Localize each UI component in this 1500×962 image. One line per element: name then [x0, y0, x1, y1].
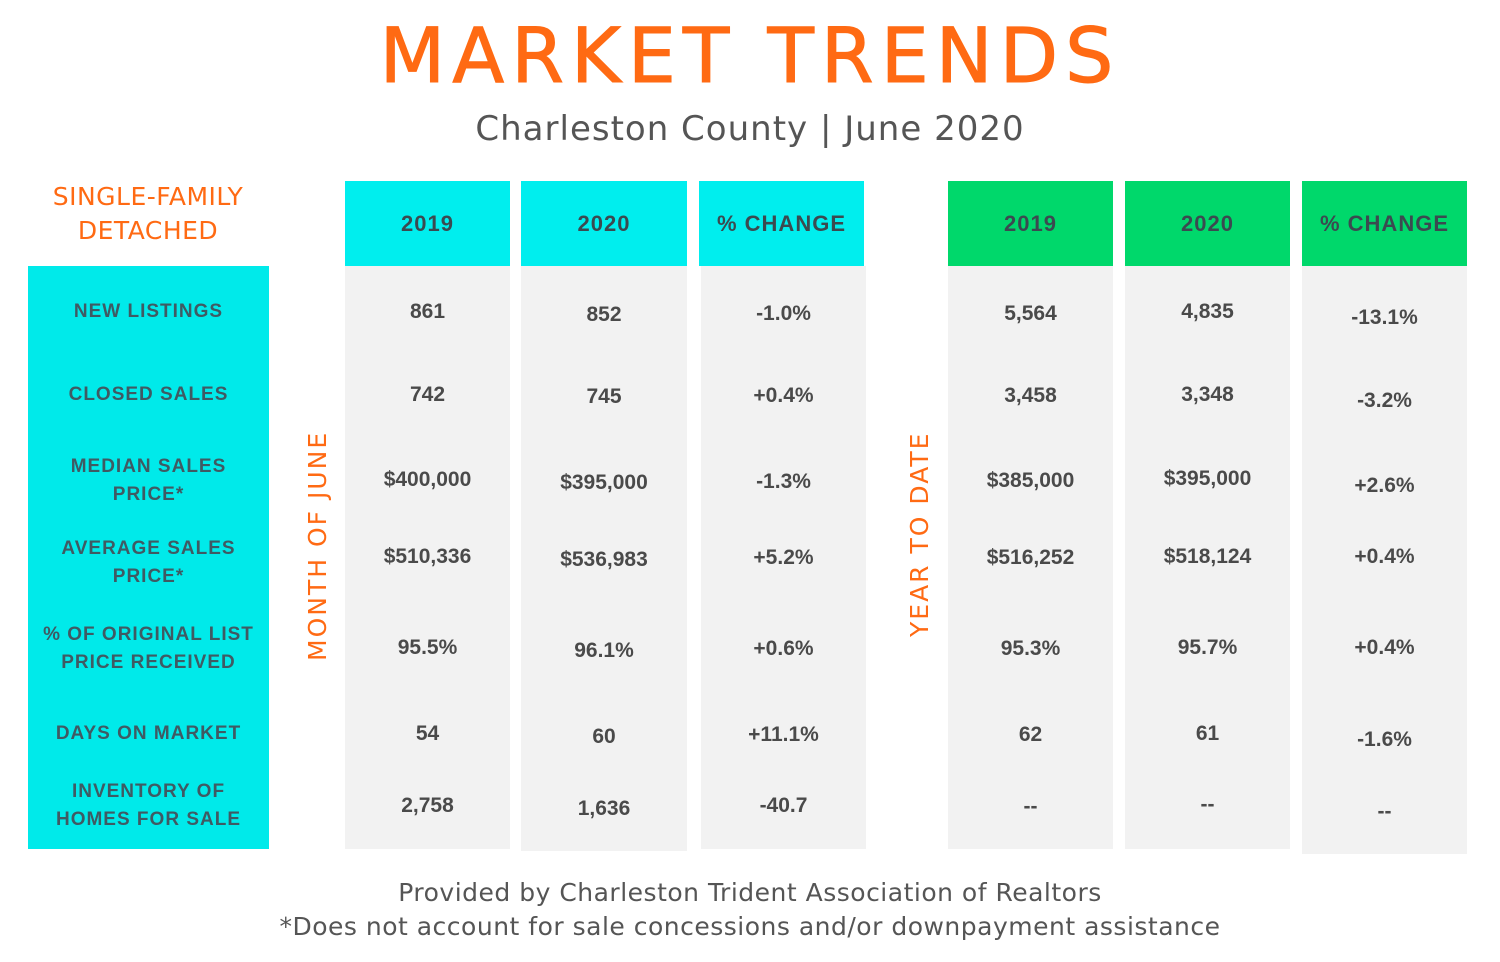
- month-header-change: % CHANGE: [699, 181, 864, 266]
- row-label-text: DAYS ON MARKET: [55, 723, 242, 744]
- cell-month-2020: 96.1%: [574, 639, 634, 662]
- category-line-1: SINGLE-FAMILY: [52, 182, 244, 211]
- row-label-text: HOMES FOR SALE: [55, 809, 241, 830]
- page-subtitle: Charleston County | June 2020: [475, 109, 1025, 149]
- month-2020-column: [521, 266, 687, 851]
- ytd-2019-column: [948, 266, 1113, 849]
- footer-disclaimer: *Does not account for sale concessions a…: [279, 912, 1221, 941]
- property-category: SINGLE-FAMILY DETACHED: [28, 180, 268, 248]
- row-label-inventory: INVENTORY OF HOMES FOR SALE: [28, 778, 269, 834]
- cell-month-change: +0.4%: [753, 384, 814, 407]
- ytd-header-change: % CHANGE: [1302, 181, 1467, 266]
- cell-ytd-2020: 3,348: [1181, 383, 1234, 406]
- row-label-text: AVERAGE SALES: [61, 538, 236, 559]
- cell-month-2020: 60: [592, 725, 616, 748]
- cell-ytd-2020: 4,835: [1181, 300, 1234, 323]
- cell-month-change: -1.0%: [756, 302, 811, 325]
- row-label-average-sales-price: AVERAGE SALES PRICE*: [28, 535, 269, 591]
- cell-month-2020: 852: [586, 303, 622, 326]
- cell-ytd-change: +0.4%: [1354, 545, 1415, 568]
- category-line-2: DETACHED: [77, 216, 219, 245]
- ytd-2020-column: [1125, 266, 1290, 849]
- cell-ytd-2019: $385,000: [986, 469, 1075, 492]
- cell-ytd-change: +0.4%: [1354, 636, 1415, 659]
- cell-ytd-change: +2.6%: [1354, 474, 1415, 497]
- cell-month-2020: 745: [586, 385, 622, 408]
- row-label-text: PRICE*: [112, 566, 185, 587]
- cell-ytd-change: --: [1377, 800, 1392, 823]
- ytd-header-2020: 2020: [1125, 181, 1290, 266]
- cell-month-change: -1.3%: [756, 470, 811, 493]
- cell-month-2019: 861: [409, 300, 446, 323]
- cell-ytd-2019: 95.3%: [1000, 637, 1061, 660]
- cell-month-2019: $510,336: [383, 545, 472, 568]
- cell-month-2020: 1,636: [577, 797, 631, 820]
- cell-month-change: +11.1%: [748, 723, 819, 746]
- ytd-header-2019: 2019: [948, 181, 1113, 266]
- cell-ytd-2020: 95.7%: [1177, 636, 1238, 659]
- cell-ytd-2020: 61: [1195, 722, 1220, 745]
- row-label-text: PRICE RECEIVED: [61, 652, 236, 673]
- row-label-text: MEDIAN SALES: [70, 456, 227, 477]
- cell-ytd-change: -1.6%: [1357, 728, 1412, 751]
- section-label-month: MONTH OF JUNE: [303, 430, 332, 661]
- row-label-pct-original-list-price: % OF ORIGINAL LIST PRICE RECEIVED: [28, 621, 269, 677]
- cell-ytd-2019: 3,458: [1004, 384, 1057, 407]
- cell-month-2020: $536,983: [560, 548, 648, 571]
- month-2019-column: [345, 266, 510, 849]
- cell-month-2020: $395,000: [560, 471, 648, 494]
- month-header-2020: 2020: [521, 181, 687, 266]
- cell-ytd-2019: --: [1023, 795, 1038, 818]
- row-label-closed-sales: CLOSED SALES: [28, 381, 269, 409]
- row-label-text: % OF ORIGINAL LIST: [43, 624, 254, 645]
- cell-month-change: +0.6%: [753, 637, 814, 660]
- month-change-column: [701, 266, 866, 849]
- section-label-ytd: YEAR TO DATE: [905, 431, 934, 637]
- row-label-text: CLOSED SALES: [68, 384, 229, 405]
- cell-ytd-change: -3.2%: [1357, 389, 1412, 412]
- cell-month-2019: 2,758: [401, 794, 454, 817]
- cell-month-2019: 742: [409, 383, 446, 406]
- cell-ytd-change: -13.1%: [1351, 306, 1418, 329]
- cell-month-change: -40.7: [759, 794, 808, 817]
- footer-source: Provided by Charleston Trident Associati…: [398, 878, 1102, 907]
- cell-month-2019: 95.5%: [397, 636, 458, 659]
- row-label-text: INVENTORY OF: [71, 781, 226, 802]
- row-label-text: NEW LISTINGS: [73, 301, 224, 322]
- cell-ytd-2019: 62: [1018, 723, 1043, 746]
- cell-ytd-2020: --: [1200, 793, 1215, 816]
- row-label-new-listings: NEW LISTINGS: [28, 298, 269, 326]
- row-label-median-sales-price: MEDIAN SALES PRICE*: [28, 453, 269, 509]
- ytd-change-column: [1302, 266, 1467, 854]
- row-label-column: [28, 266, 269, 849]
- cell-ytd-2019: 5,564: [1004, 302, 1057, 325]
- month-header-2019: 2019: [345, 181, 510, 266]
- row-label-text: PRICE*: [112, 484, 185, 505]
- cell-month-2019: $400,000: [383, 468, 472, 491]
- cell-ytd-2019: $516,252: [986, 546, 1075, 569]
- cell-ytd-2020: $395,000: [1163, 467, 1252, 490]
- cell-month-change: +5.2%: [753, 546, 814, 569]
- cell-ytd-2020: $518,124: [1163, 545, 1252, 568]
- row-label-days-on-market: DAYS ON MARKET: [28, 720, 269, 748]
- cell-month-2019: 54: [415, 722, 440, 745]
- page-title: MARKET TRENDS: [379, 11, 1121, 101]
